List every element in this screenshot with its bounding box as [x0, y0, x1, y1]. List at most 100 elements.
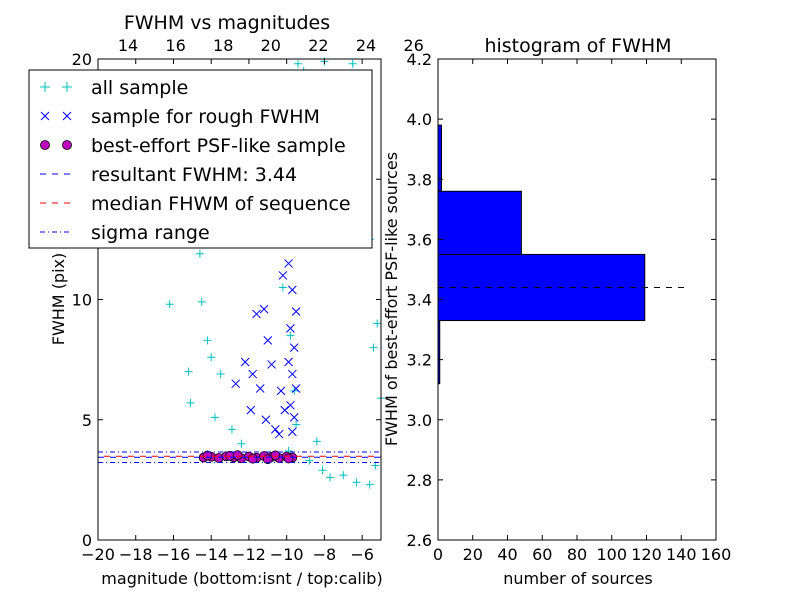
- data-point-all-sample: [365, 480, 374, 489]
- left-x-tick-label: −14: [194, 545, 228, 564]
- right-x-tick-label: 120: [631, 545, 662, 564]
- data-point-rough-sample: [270, 425, 280, 434]
- data-point-all-sample: [286, 331, 295, 340]
- left-y-tick-label: 20: [72, 50, 92, 69]
- data-point-all-sample: [165, 300, 174, 309]
- data-point-all-sample: [195, 249, 204, 258]
- left-y-tick-label: 0: [82, 531, 92, 550]
- data-point-rough-sample: [280, 405, 290, 415]
- data-point-rough-sample: [240, 357, 250, 367]
- right-x-tick-label: 140: [666, 545, 697, 564]
- data-point-psf-sample: [247, 453, 258, 464]
- right-y-tick-label: 3.8: [407, 170, 432, 189]
- legend-label-all-sample: all sample: [91, 77, 188, 99]
- right-y-tick-label: 3.0: [407, 411, 432, 430]
- legend-label-rough-sample: sample for rough FWHM: [91, 106, 320, 128]
- right-x-tick-label: 160: [701, 545, 732, 564]
- legend-box: [28, 69, 373, 249]
- data-point-rough-sample: [286, 400, 295, 410]
- data-point-all-sample: [186, 398, 195, 407]
- data-point-rough-sample: [261, 415, 271, 425]
- right-panel: 0 20 40 60 80 100 120 140 160 2.6 2.8 3.0 3.2 3.4 3.6 3…: [382, 35, 731, 588]
- left-x-tick-label: −12: [232, 545, 266, 564]
- right-plot-content: [437, 124, 687, 385]
- legend-label-resultant-fwhm: resultant FWHM: 3.44: [91, 164, 297, 186]
- right-x-tick-label: 100: [596, 545, 627, 564]
- right-x-tick-label: 40: [497, 545, 517, 564]
- data-point-psf-sample: [202, 450, 213, 461]
- left-top-tick-label: 18: [213, 36, 233, 55]
- data-point-rough-sample: [231, 379, 241, 389]
- left-y-tick-label: 5: [82, 411, 92, 430]
- data-point-rough-sample: [255, 384, 265, 393]
- left-chart-title: FWHM vs magnitudes: [124, 12, 330, 34]
- legend-label-sigma-range: sigma range: [91, 222, 210, 244]
- data-point-psf-sample: [283, 453, 294, 464]
- data-point-all-sample: [237, 439, 246, 448]
- right-y-tick-label: 3.6: [407, 230, 432, 249]
- left-y-tick-label: 10: [72, 291, 92, 310]
- left-x-tick-label: −6: [350, 545, 374, 564]
- right-x-tick-label: 60: [532, 545, 552, 564]
- legend-marker-psf-sample: [40, 140, 72, 150]
- data-point-all-sample: [348, 59, 357, 68]
- data-point-rough-sample: [263, 336, 273, 345]
- data-point-all-sample: [293, 59, 302, 68]
- data-point-rough-sample: [286, 324, 295, 333]
- data-point-rough-sample: [291, 384, 301, 393]
- left-top-tick-label: 20: [261, 36, 281, 55]
- histogram-bar: [437, 253, 646, 322]
- right-axis-ticks: 0 20 40 60 80 100 120 140 160 2.6 2.8 3.0 3.2 3.4 3.6 3…: [407, 50, 732, 564]
- data-point-rough-sample: [248, 369, 258, 379]
- right-y-axis-label: FWHM of best-effort PSF-like sources: [382, 152, 401, 446]
- right-y-tick-label: 4.2: [407, 50, 432, 69]
- right-y-tick-label: 3.2: [407, 351, 432, 370]
- data-point-rough-sample: [276, 386, 286, 396]
- left-x-tick-label: −10: [270, 545, 304, 564]
- data-point-all-sample: [184, 367, 193, 376]
- data-point-rough-sample: [278, 271, 288, 280]
- histogram-bar: [437, 190, 522, 255]
- right-y-tick-label: 2.8: [407, 471, 432, 490]
- left-top-tick-label: 26: [403, 36, 423, 55]
- left-top-tick-label: 16: [165, 36, 185, 55]
- data-point-rough-sample: [287, 427, 297, 437]
- data-point-all-sample: [352, 478, 361, 487]
- legend: all sample sample for rough FWHM best-ef…: [28, 69, 373, 249]
- right-x-tick-label: 20: [463, 545, 483, 564]
- right-y-tick-label: 4.0: [407, 110, 432, 129]
- legend-marker-all-sample: [40, 82, 72, 92]
- data-point-rough-sample: [267, 360, 276, 369]
- data-point-all-sample: [292, 420, 301, 429]
- data-point-rough-sample: [287, 369, 297, 379]
- left-axis-ticks: −20−18−16−14−12−10−8−6051015201416182022…: [72, 36, 424, 564]
- data-point-all-sample: [227, 425, 236, 434]
- data-point-rough-sample: [259, 304, 269, 314]
- right-x-tick-label: 0: [433, 545, 443, 564]
- right-y-tick-label: 2.6: [407, 531, 432, 550]
- legend-marker-rough-sample: [40, 111, 72, 121]
- data-point-rough-sample: [274, 429, 284, 439]
- legend-label-median-fwhm: median FHWM of sequence: [91, 193, 351, 215]
- data-point-all-sample: [339, 471, 348, 480]
- legend-label-psf-sample: best-effort PSF-like sample: [91, 135, 346, 157]
- right-y-tick-label: 3.4: [407, 291, 432, 310]
- left-x-axis-label: magnitude (bottom:isnt / top:calib): [101, 569, 382, 588]
- data-point-rough-sample: [291, 307, 301, 316]
- left-y-axis-label: FWHM (pix): [49, 253, 68, 346]
- data-point-rough-sample: [287, 285, 297, 295]
- data-point-all-sample: [369, 343, 378, 352]
- data-point-all-sample: [278, 283, 287, 292]
- data-point-all-sample: [373, 319, 382, 328]
- right-x-tick-label: 80: [567, 545, 587, 564]
- data-point-all-sample: [216, 370, 225, 379]
- data-point-all-sample: [203, 336, 212, 345]
- left-x-tick-label: −20: [81, 545, 115, 564]
- data-point-all-sample: [326, 473, 335, 482]
- right-chart-title: histogram of FWHM: [484, 35, 671, 57]
- data-point-all-sample: [305, 456, 314, 465]
- data-point-rough-sample: [284, 259, 293, 268]
- left-top-tick-label: 14: [118, 36, 138, 55]
- data-point-rough-sample: [289, 412, 299, 422]
